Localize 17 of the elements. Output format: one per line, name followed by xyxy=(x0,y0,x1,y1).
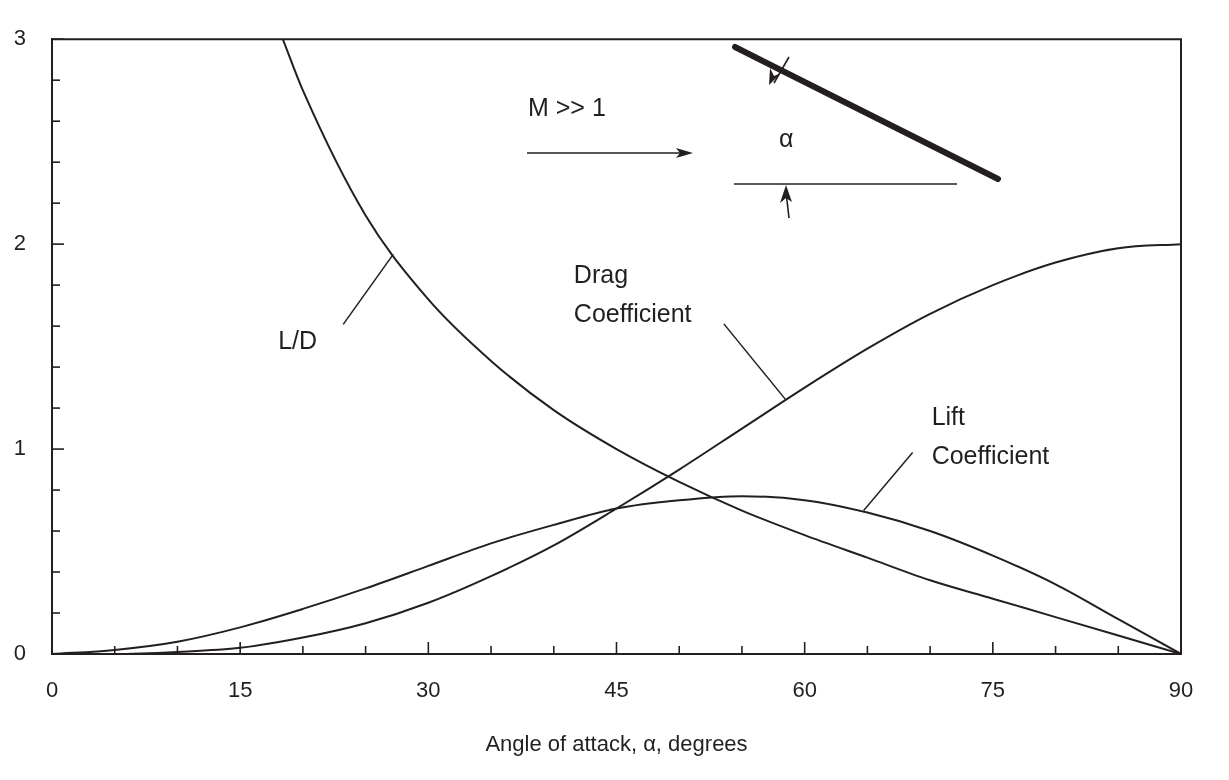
annotation: α xyxy=(779,124,794,152)
annotation: Drag Coefficient xyxy=(573,259,692,327)
x-tick-label: 60 xyxy=(792,677,817,703)
x-tick-label: 45 xyxy=(604,677,629,703)
y-tick-label: 3 xyxy=(13,25,26,51)
x-tick-label: 30 xyxy=(416,677,441,703)
y-tick-label: 2 xyxy=(13,230,26,256)
annotation: M >> 1 xyxy=(528,93,606,121)
x-tick-label: 15 xyxy=(227,677,253,703)
y-tick-label: 0 xyxy=(13,640,26,666)
x-tick-label: 90 xyxy=(1168,677,1194,703)
annotation: L/D xyxy=(278,326,318,355)
annotation: Lift Coefficient xyxy=(931,402,1050,470)
x-tick-label: 0 xyxy=(45,677,59,703)
x-axis-title: Angle of attack, α, degrees xyxy=(485,731,748,757)
x-tick-label: 75 xyxy=(980,677,1006,703)
y-tick-label: 1 xyxy=(13,435,26,461)
